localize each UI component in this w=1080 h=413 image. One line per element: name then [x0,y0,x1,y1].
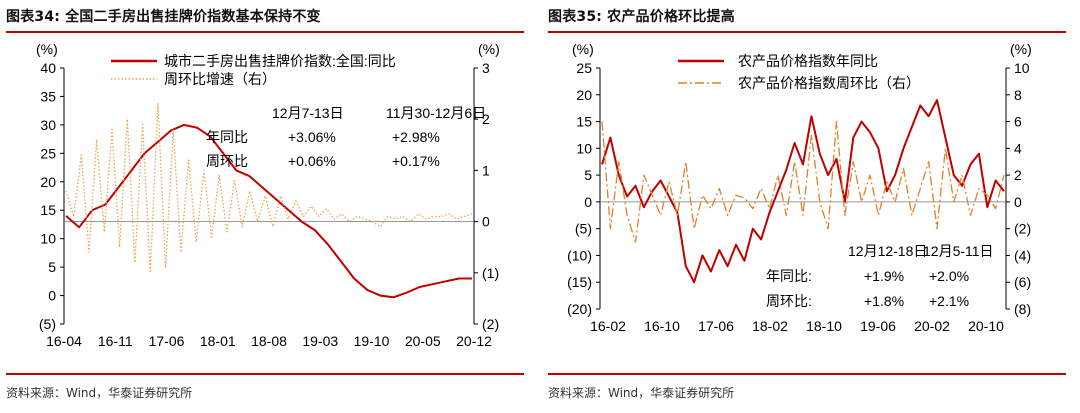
x-tick-label: 16-04 [46,333,82,349]
x-tick-label: 16-10 [644,318,680,334]
x-tick-label: 18-10 [806,318,842,334]
source-note: 资料来源：Wind，华泰证券研究所 [6,386,193,400]
y-tick-label-right: 0 [1014,194,1022,210]
y-tick-label-left: 20 [40,174,56,190]
y-tick-label-left: (5) [39,316,56,332]
x-tick-label: 18-02 [752,318,788,334]
y-tick-label-right: (1) [482,265,499,281]
y-unit-left: (%) [36,41,58,57]
top-rule [6,31,524,33]
y-tick-label-left: (5) [575,221,592,237]
bottom-rule [6,373,524,375]
x-tick-label: 20-12 [456,333,492,349]
y-tick-label-left: 40 [40,60,56,76]
x-tick-label: 16-02 [590,318,626,334]
y-tick-label-right: (4) [1014,247,1031,263]
x-tick-label: 18-08 [251,333,287,349]
y-tick-label-left: 5 [48,259,56,275]
table-value: +0.17% [392,153,440,169]
table-value: +1.8% [864,293,904,309]
table-col-header-1: 12月7-13日 [272,105,344,121]
y-tick-label-right: 0 [482,214,490,230]
x-tick-label: 20-10 [968,318,1004,334]
table-value: +3.06% [288,129,336,145]
y-tick-label-right: (6) [1014,274,1031,290]
x-tick-label: 19-06 [860,318,896,334]
y-tick-label-left: 30 [40,117,56,133]
y-tick-label-left: 5 [584,167,592,183]
y-tick-label-left: 25 [40,145,56,161]
chart-panel-34: 图表34: 全国二手房出售挂牌价指数基本保持不变 (%) (%) 40 35 30 25 2… [6,0,526,413]
legend-label-2: 农产品价格指数周环比（右） [738,75,920,91]
y-tick-label-right: (2) [482,316,499,332]
y-tick-label-left: 20 [576,87,592,103]
chart-title: 图表34: 全国二手房出售挂牌价指数基本保持不变 [6,9,321,25]
table-col-header-2: 12月5-11日 [923,243,994,259]
x-tick-label: 18-01 [200,333,236,349]
table-value: +1.9% [864,268,904,284]
x-tick-label: 16-11 [98,333,133,349]
y-unit-right: (%) [478,41,500,57]
x-tick-label: 20-02 [914,318,950,334]
bottom-rule [548,373,1066,375]
y-tick-label-right: 3 [482,60,490,76]
y-tick-label-left: 15 [40,202,56,218]
table-value: +0.06% [288,153,336,169]
y-tick-label-right: (2) [1014,221,1031,237]
legend-label-2: 周环比增速（右） [164,71,276,87]
series-line-2 [65,103,473,274]
y-tick-label-right: 1 [482,162,490,178]
table-row-label: 年同比 [206,129,248,145]
y-unit-left: (%) [572,41,594,57]
x-tick-label: 20-05 [405,333,441,349]
y-tick-label-left: 10 [576,140,592,156]
y-tick-label-left: 10 [40,231,56,247]
table-value: +2.0% [929,268,969,284]
table-value: +2.98% [392,129,440,145]
y-tick-label-right: 8 [1014,87,1022,103]
y-tick-label-right: 6 [1014,114,1022,130]
x-tick-label: 19-10 [354,333,390,349]
table-row-label: 年同比: [766,268,812,284]
y-tick-label-left: (10) [567,247,592,263]
y-tick-label-right: 2 [1014,167,1022,183]
y-unit-right: (%) [1010,41,1032,57]
table-row-label: 周环比 [206,153,248,169]
table-col-header-1: 12月12-18日 [848,243,927,259]
series-line-2 [601,120,1005,243]
chart-panel-35: 图表35: 农产品价格环比提高 (%) (%) 25 20 15 10 5 0 (5) (10)(… [548,0,1068,413]
table-row-label: 周环比: [766,293,812,309]
table-col-header-2: 11月30-12月6日 [386,105,486,121]
x-tick-label: 17-06 [698,318,734,334]
y-tick-label-right: (8) [1014,301,1031,317]
series-line-1 [65,123,472,299]
y-tick-label-left: (20) [567,301,592,317]
y-tick-label-left: 35 [40,88,56,104]
top-rule [548,31,1066,33]
chart-title: 图表35: 农产品价格环比提高 [548,9,735,25]
y-tick-label-right: 4 [1014,140,1022,156]
source-note: 资料来源：Wind，华泰证券研究所 [548,386,735,400]
chart-34-svg: (%) (%)4035302520151050(5)3210(1)(2)16-04… [36,41,500,349]
x-tick-label: 19-03 [302,333,338,349]
table-value: +2.1% [929,293,969,309]
legend-label-1: 农产品价格指数年同比 [738,53,878,69]
y-tick-label-right: 2 [482,111,490,127]
y-tick-label-left: 0 [48,288,56,304]
y-tick-label-left: (15) [567,274,592,290]
y-tick-label-left: 15 [576,114,592,130]
x-tick-label: 17-06 [149,333,185,349]
y-tick-label-left: 25 [576,60,592,76]
y-tick-label-left: 0 [584,194,592,210]
chart-35-svg: (%) (%)2520151050(5)(10)(15)(20)1086420(2… [567,41,1032,334]
legend-label-1: 城市二手房出售挂牌价指数:全国:同比 [164,53,396,69]
y-tick-label-right: 10 [1014,60,1030,76]
series-line-1 [601,99,1005,284]
